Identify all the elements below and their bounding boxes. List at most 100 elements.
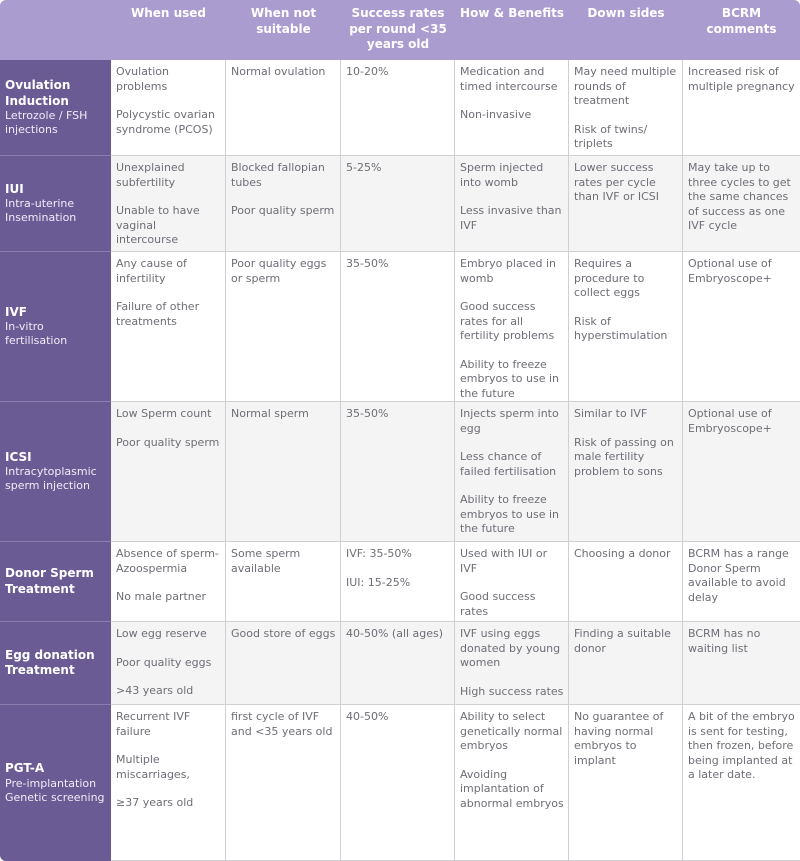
cell-text: Used with IUI or IVF (460, 547, 548, 575)
cell-text: 35-50% (346, 257, 389, 270)
cell-down-sides: Requires a procedure to collect eggs Risk… (569, 252, 683, 402)
cell-text: Requires a procedure to collect eggs (574, 257, 645, 299)
row-header: Donor Sperm Treatment (0, 542, 111, 622)
cell-bcrm-comments: A bit of the embryo is sent for testing,… (683, 705, 800, 861)
cell-text: Good success rates for all fertility pro… (460, 300, 555, 342)
cell-when-used: Recurrent IVF failure Multiple miscarriag… (111, 705, 226, 861)
cell-text: Ovulation problems (116, 65, 170, 93)
cell-text: A bit of the embryo is sent for testing,… (688, 710, 795, 781)
cell-how-benefits: Used with IUI or IVF Good success rates (455, 542, 569, 622)
cell-text: Finding a suitable donor (574, 627, 671, 655)
cell-down-sides: Lower success rates per cycle than IVF o… (569, 156, 683, 252)
cell-bcrm-comments: May take up to three cycles to get the s… (683, 156, 800, 252)
cell-text: ≥37 years old (116, 796, 194, 809)
cell-text: Ability to select genetically normal emb… (460, 710, 563, 752)
row-header: ICSI Intracytoplasmic sperm injection (0, 402, 111, 542)
cell-text: Poor quality sperm (116, 435, 220, 449)
cell-text: Less invasive than IVF (460, 204, 562, 232)
cell-text: Poor quality eggs or sperm (231, 257, 327, 285)
treatment-name: Egg donation Treatment (5, 647, 95, 678)
treatment-subtitle: In-vitro fertilisation (5, 320, 68, 348)
cell-down-sides: May need multiple rounds of treatment Ris… (569, 60, 683, 156)
cell-text: Normal sperm (231, 407, 309, 420)
cell-when-used: Ovulation problems Polycystic ovarian syn… (111, 60, 226, 156)
cell-text: Risk of passing on male fertility proble… (574, 435, 674, 478)
header-success-rates: Success rates per round <35 years old (341, 0, 455, 60)
cell-down-sides: Similar to IVF Risk of passing on male fe… (569, 402, 683, 542)
cell-text: Embryo placed in womb (460, 257, 557, 285)
cell-text: Risk of hyperstimulation (574, 314, 668, 343)
cell-text: 40-50% (all ages) (346, 627, 444, 640)
cell-text: Good success rates (460, 590, 536, 618)
cell-text: Medication and timed intercourse (460, 65, 558, 93)
cell-text: Optional use of Embryoscope+ (688, 257, 772, 285)
cell-success-rate: 35-50% (341, 252, 455, 402)
cell-success-rate: 40-50% (all ages) (341, 622, 455, 705)
cell-how-benefits: IVF using eggs donated by young women Hig… (455, 622, 569, 705)
cell-success-rate: 35-50% (341, 402, 455, 542)
header-down-sides: Down sides (569, 0, 683, 60)
header-how-benefits: How & Benefits (455, 0, 569, 60)
cell-down-sides: Choosing a donor (569, 542, 683, 622)
cell-text: IVF: 35-50% (346, 547, 412, 560)
cell-how-benefits: Sperm injected into womb Less invasive th… (455, 156, 569, 252)
cell-how-benefits: Medication and timed intercourse Non-inva… (455, 60, 569, 156)
treatment-subtitle: Letrozole / FSH injections (5, 109, 88, 136)
cell-text: >43 years old (116, 684, 194, 697)
cell-text: Polycystic ovarian syndrome (PCOS) (116, 108, 216, 136)
cell-text: Unexplained subfertility (116, 161, 185, 189)
treatment-name: PGT-A (5, 761, 45, 776)
cell-text: 40-50% (346, 710, 389, 723)
cell-text: Optional use of Embryoscope+ (688, 407, 772, 435)
cell-text: first cycle of IVF and <35 years old (231, 710, 333, 738)
cell-text: High success rates (460, 684, 564, 698)
cell-when-not-suitable: Normal ovulation (226, 60, 341, 156)
cell-text: No male partner (116, 590, 207, 603)
cell-text: Choosing a donor (574, 547, 671, 560)
cell-text: Blocked fallopian tubes (231, 161, 325, 189)
cell-text: Poor quality sperm (231, 204, 335, 217)
cell-text: Ability to freeze embryos to use in the … (460, 493, 559, 535)
cell-when-not-suitable: Good store of eggs (226, 622, 341, 705)
cell-bcrm-comments: Optional use of Embryoscope+ (683, 252, 800, 402)
cell-text: Injects sperm into egg (460, 407, 559, 435)
cell-bcrm-comments: Increased risk of multiple pregnancy (683, 60, 800, 156)
cell-text: 5-25% (346, 161, 382, 174)
cell-text: Poor quality eggs (116, 655, 212, 669)
cell-when-not-suitable: Blocked fallopian tubes Poor quality sper… (226, 156, 341, 252)
cell-text: Lower success rates per cycle than IVF o… (574, 161, 659, 203)
cell-how-benefits: Embryo placed in womb Good success rates … (455, 252, 569, 402)
cell-text: Non-invasive (460, 108, 532, 121)
treatment-subtitle: Pre-implantation Genetic screening (5, 776, 105, 804)
row-header: IVF In-vitro fertilisation (0, 252, 111, 402)
cell-text: Normal ovulation (231, 65, 326, 78)
cell-text: BCRM has no waiting list (688, 627, 761, 655)
row-header: IUI Intra-uterine Insemination (0, 156, 111, 252)
cell-text: Some sperm available (231, 547, 301, 575)
cell-success-rate: 5-25% (341, 156, 455, 252)
cell-success-rate: IVF: 35-50% IUI: 15-25% (341, 542, 455, 622)
cell-when-not-suitable: Some sperm available (226, 542, 341, 622)
cell-bcrm-comments: Optional use of Embryoscope+ (683, 402, 800, 542)
cell-when-not-suitable: Normal sperm (226, 402, 341, 542)
cell-text: Increased risk of multiple pregnancy (688, 65, 795, 93)
cell-text: IUI: 15-25% (346, 575, 411, 589)
cell-when-not-suitable: Poor quality eggs or sperm (226, 252, 341, 402)
cell-text: Good store of eggs (231, 627, 336, 640)
cell-text: No guarantee of having normal embryos to… (574, 710, 664, 767)
cell-text: 35-50% (346, 407, 389, 420)
treatment-name: ICSI (5, 449, 32, 464)
cell-how-benefits: Injects sperm into egg Less chance of fai… (455, 402, 569, 542)
cell-when-used: Any cause of infertility Failure of other… (111, 252, 226, 402)
header-when-not-suitable: When not suitable (226, 0, 341, 60)
treatment-subtitle: Intra-uterine Insemination (5, 197, 77, 225)
cell-success-rate: 40-50% (341, 705, 455, 861)
cell-text: Less chance of failed fertilisation (460, 450, 557, 478)
cell-text: Low egg reserve (116, 627, 207, 640)
header-when-used: When used (111, 0, 226, 60)
cell-text: Multiple miscarriages, (116, 753, 190, 781)
cell-text: Avoiding implantation of abnormal embryo… (460, 767, 564, 810)
cell-when-used: Unexplained subfertility Unable to have v… (111, 156, 226, 252)
cell-when-used: Absence of sperm- Azoospermia No male par… (111, 542, 226, 622)
